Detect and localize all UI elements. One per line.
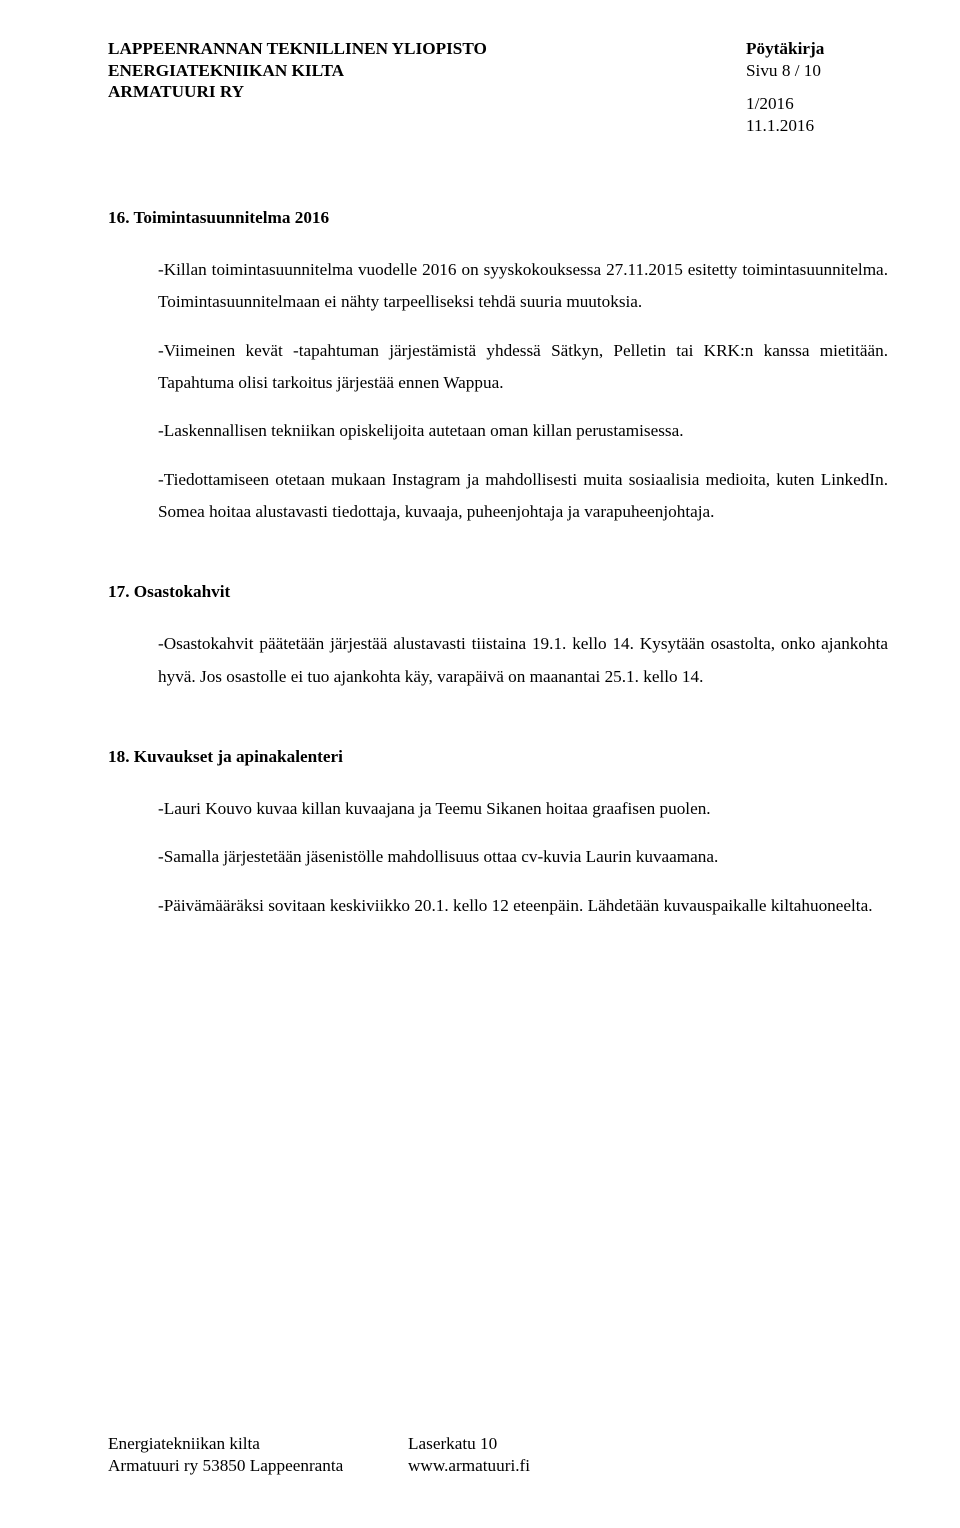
section-body: -Lauri Kouvo kuvaa killan kuvaajana ja T… — [158, 793, 888, 922]
section-heading: 17. Osastokahvit — [108, 582, 888, 602]
document-header: LAPPEENRANNAN TEKNILLINEN YLIOPISTO ENER… — [108, 38, 888, 136]
footer-street: Laserkatu 10 — [408, 1433, 888, 1455]
section-body: -Osastokahvit päätetään järjestää alusta… — [158, 628, 888, 693]
footer-right: Laserkatu 10 www.armatuuri.fi — [408, 1433, 888, 1476]
paragraph: -Päivämääräksi sovitaan keskiviikko 20.1… — [158, 890, 888, 922]
header-right: Pöytäkirja Sivu 8 / 10 1/2016 11.1.2016 — [746, 38, 888, 136]
paragraph: -Viimeinen kevät -tapahtuman järjestämis… — [158, 335, 888, 400]
footer-address: Armatuuri ry 53850 Lappeenranta — [108, 1455, 408, 1477]
paragraph: -Tiedottamiseen otetaan mukaan Instagram… — [158, 464, 888, 529]
doc-number: 1/2016 — [746, 93, 888, 115]
section-18: 18. Kuvaukset ja apinakalenteri -Lauri K… — [108, 747, 888, 922]
section-body: -Killan toimintasuunnitelma vuodelle 201… — [158, 254, 888, 528]
section-heading: 18. Kuvaukset ja apinakalenteri — [108, 747, 888, 767]
header-left: LAPPEENRANNAN TEKNILLINEN YLIOPISTO ENER… — [108, 38, 487, 136]
org-line-1: LAPPEENRANNAN TEKNILLINEN YLIOPISTO — [108, 38, 487, 60]
document-footer: Energiatekniikan kilta Armatuuri ry 5385… — [108, 1433, 888, 1476]
section-heading: 16. Toimintasuunnitelma 2016 — [108, 208, 888, 228]
paragraph: -Samalla järjestetään jäsenistölle mahdo… — [158, 841, 888, 873]
doc-type: Pöytäkirja — [746, 38, 888, 60]
section-16: 16. Toimintasuunnitelma 2016 -Killan toi… — [108, 208, 888, 528]
footer-org: Energiatekniikan kilta — [108, 1433, 408, 1455]
paragraph: -Laskennallisen tekniikan opiskelijoita … — [158, 415, 888, 447]
doc-date: 11.1.2016 — [746, 115, 888, 137]
footer-left: Energiatekniikan kilta Armatuuri ry 5385… — [108, 1433, 408, 1476]
org-line-2: ENERGIATEKNIIKAN KILTA — [108, 60, 487, 82]
paragraph: -Killan toimintasuunnitelma vuodelle 201… — [158, 254, 888, 319]
section-17: 17. Osastokahvit -Osastokahvit päätetään… — [108, 582, 888, 693]
footer-website: www.armatuuri.fi — [408, 1455, 888, 1477]
org-line-3: ARMATUURI RY — [108, 81, 487, 103]
paragraph: -Lauri Kouvo kuvaa killan kuvaajana ja T… — [158, 793, 888, 825]
paragraph: -Osastokahvit päätetään järjestää alusta… — [158, 628, 888, 693]
page-info: Sivu 8 / 10 — [746, 60, 888, 82]
